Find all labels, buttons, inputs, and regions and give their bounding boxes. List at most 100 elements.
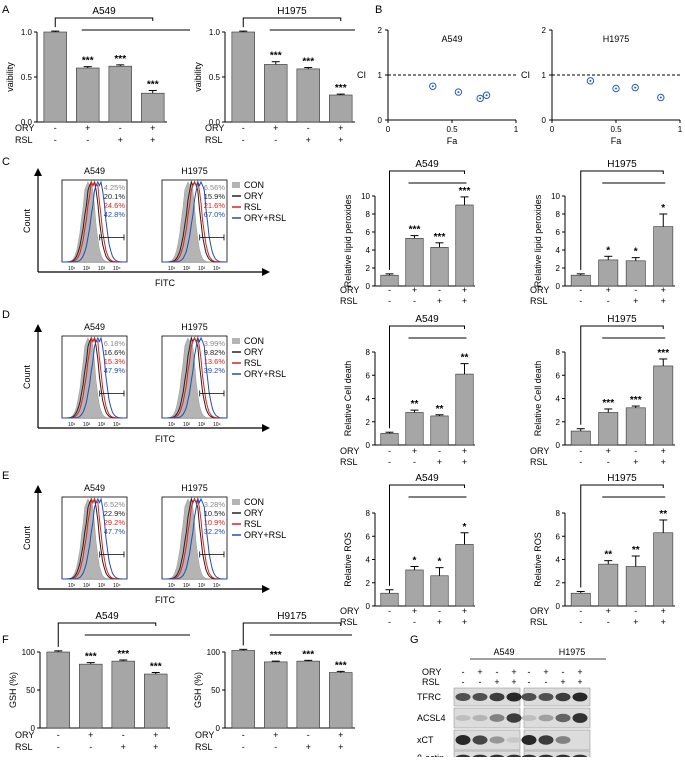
ci-plot-b-h1975: 0 0.5 1 0 1 2 CI H1975 Fa — [521, 26, 683, 146]
bar — [653, 226, 674, 287]
rsl-sign: + — [437, 296, 442, 306]
y-tick-label: 6 — [366, 371, 371, 380]
legend-label: ORY+RSL — [244, 369, 286, 379]
rsl-sign: + — [153, 742, 158, 752]
significance-label: * — [606, 245, 610, 256]
y-axis-arrow — [34, 168, 42, 176]
rsl-sign: + — [633, 617, 638, 627]
rsl-sign: + — [437, 457, 442, 467]
ory-sign: - — [438, 446, 441, 456]
y-tick-label: 0 — [378, 116, 383, 125]
protein-label: β-actin — [417, 753, 444, 757]
y-tick-label: 4 — [366, 246, 371, 255]
y-tick-label: 4 — [366, 556, 371, 565]
ory-sign: + — [88, 730, 93, 740]
ci-point-center — [457, 91, 460, 94]
ory-row-label: ORY — [340, 285, 359, 295]
y-axis-label: GSH (%) — [193, 672, 203, 708]
significance-label: *** — [150, 662, 162, 673]
western-blot: A549 H1975ORYRSL--+--+++--+--+++TFRCACSL4… — [417, 647, 606, 762]
histogram-h1975: H1975 3.28%10.5%10.9%32.2% 10¹ 10² 10³ 10⁴ — [161, 483, 228, 589]
rsl-sign: - — [413, 457, 416, 467]
legend-label: RSL — [244, 358, 262, 368]
ory-sign: + — [153, 730, 158, 740]
rsl-sign: + — [577, 677, 582, 687]
significance-label: *** — [335, 660, 347, 671]
bar — [653, 532, 674, 607]
gate-percentage: 29.2% — [104, 518, 126, 527]
rsl-sign: + — [150, 135, 155, 145]
ory-sign: - — [388, 606, 391, 616]
ory-row-label: ORY — [205, 123, 224, 133]
y-tick-label: 2 — [556, 418, 561, 427]
rsl-row-label: RSL — [530, 617, 548, 627]
gate-percentage: 6.18% — [104, 339, 126, 348]
chart-title: H9175 — [277, 611, 307, 622]
rsl-sign: - — [579, 296, 582, 306]
gate-percentage: 6.52% — [104, 500, 126, 509]
significance-label: * — [634, 247, 638, 258]
x-tick-label: 10⁴ — [213, 266, 221, 272]
y-tick-label: 8 — [556, 348, 561, 357]
ory-row-label: ORY — [15, 730, 34, 740]
ory-sign: - — [307, 730, 310, 740]
y-tick-label: 4 — [366, 395, 371, 404]
ory-row-label: ORY — [340, 606, 359, 616]
y-tick-label: 0 — [31, 724, 36, 733]
ory-sign: + — [661, 606, 666, 616]
y-tick-label: 1.0 — [209, 28, 221, 37]
ory-row-label: ORY — [530, 606, 549, 616]
blot-band — [472, 714, 488, 722]
y-tick-label: 0 — [366, 282, 371, 291]
y-axis-label: Relative ROS — [343, 532, 353, 587]
y-tick-label: 0.5 — [209, 73, 221, 82]
y-tick-label: 4 — [556, 395, 561, 404]
significance-label: ** — [436, 404, 444, 415]
x-tick-label: 10² — [183, 422, 191, 428]
chart-title: H1975 — [607, 159, 637, 170]
histogram-curve — [162, 180, 227, 263]
bar-chart-f-a549: 0 50 100 GSH (%) - - *** + - *** - + *** + + ORY RSL A549 — [8, 611, 190, 752]
bar-chart-a-h1975: 0.0 0.5 1.0 vaibility - - *** + - *** - + *** + + ORY RS… — [193, 6, 355, 145]
bar — [141, 92, 165, 123]
legend-swatch — [232, 499, 240, 505]
y-tick-label: 0 — [366, 441, 371, 450]
significance-label: ** — [604, 550, 612, 561]
rsl-sign: + — [633, 457, 638, 467]
blot-band — [506, 692, 522, 702]
x-tick-label: 10³ — [198, 266, 206, 272]
gate-percentage: 24.6% — [104, 201, 126, 210]
x-tick-label: 1 — [514, 125, 519, 134]
significance-label: *** — [657, 348, 669, 359]
ci-point-center — [634, 86, 637, 89]
panel-letter-a: A — [2, 4, 10, 16]
y-tick-label: 8 — [366, 348, 371, 357]
x-tick-label: 10² — [83, 422, 91, 428]
legend-swatch — [232, 182, 240, 188]
y-tick-label: 6 — [556, 228, 561, 237]
blot-band — [472, 692, 488, 702]
ory-sign: + — [412, 446, 417, 456]
y-tick-label: 0 — [216, 724, 221, 733]
x-tick-label: 10² — [83, 583, 91, 589]
ory-sign: - — [579, 285, 582, 295]
chart-title: H1975 — [607, 473, 637, 484]
gate-percentage: 10.5% — [204, 509, 226, 518]
significance-label: *** — [434, 232, 446, 243]
significance-label: *** — [114, 54, 126, 65]
rsl-row-label: RSL — [15, 135, 33, 145]
rsl-sign: - — [579, 617, 582, 627]
blot-band — [506, 713, 522, 723]
x-axis-label: FITC — [155, 278, 175, 288]
y-axis-label: Count — [22, 209, 32, 234]
blot-band — [521, 692, 537, 702]
histogram-a549: A549 4.25%20.1%24.6%42.8% 10¹ 10² 10³ 10⁴ — [61, 166, 128, 272]
gate-percentage: 3.99% — [204, 339, 226, 348]
ci-point — [612, 84, 620, 93]
comparison-bracket — [242, 17, 342, 28]
x-tick-label: 10¹ — [68, 266, 76, 272]
bar — [430, 575, 449, 607]
x-tick-label: 10⁴ — [113, 422, 121, 428]
